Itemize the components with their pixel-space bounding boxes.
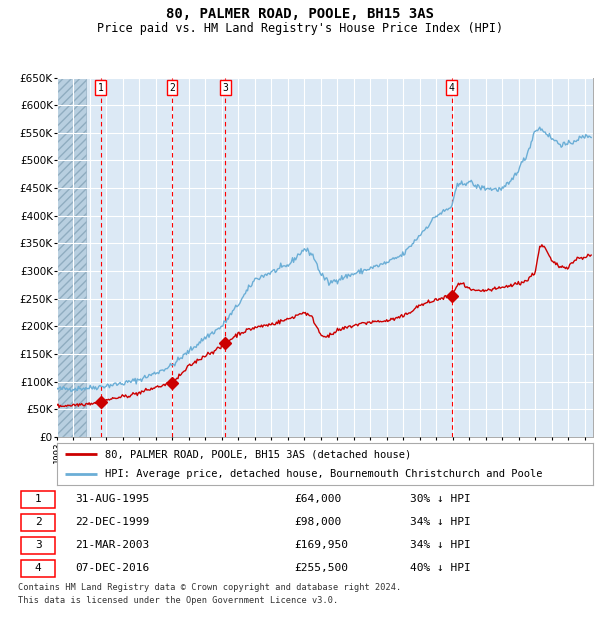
Text: 22-DEC-1999: 22-DEC-1999 (76, 517, 150, 528)
FancyBboxPatch shape (21, 536, 55, 554)
Text: 4: 4 (449, 83, 454, 93)
Text: 80, PALMER ROAD, POOLE, BH15 3AS: 80, PALMER ROAD, POOLE, BH15 3AS (166, 7, 434, 22)
Text: Contains HM Land Registry data © Crown copyright and database right 2024.: Contains HM Land Registry data © Crown c… (18, 583, 401, 592)
Text: £64,000: £64,000 (295, 494, 342, 505)
FancyBboxPatch shape (21, 490, 55, 508)
Text: 40% ↓ HPI: 40% ↓ HPI (410, 563, 470, 574)
Bar (57, 78, 86, 437)
Text: 3: 3 (35, 540, 41, 551)
Text: This data is licensed under the Open Government Licence v3.0.: This data is licensed under the Open Gov… (18, 596, 338, 606)
Text: £98,000: £98,000 (295, 517, 342, 528)
Text: £169,950: £169,950 (295, 540, 349, 551)
Text: 34% ↓ HPI: 34% ↓ HPI (410, 540, 470, 551)
Text: £255,500: £255,500 (295, 563, 349, 574)
Text: Price paid vs. HM Land Registry's House Price Index (HPI): Price paid vs. HM Land Registry's House … (97, 22, 503, 35)
FancyBboxPatch shape (21, 559, 55, 577)
Text: 3: 3 (223, 83, 229, 93)
Text: 31-AUG-1995: 31-AUG-1995 (76, 494, 150, 505)
Text: 80, PALMER ROAD, POOLE, BH15 3AS (detached house): 80, PALMER ROAD, POOLE, BH15 3AS (detach… (105, 449, 412, 459)
Text: 30% ↓ HPI: 30% ↓ HPI (410, 494, 470, 505)
Text: 4: 4 (35, 563, 41, 574)
Text: 1: 1 (35, 494, 41, 505)
Bar (57, 78, 86, 437)
Text: 1: 1 (98, 83, 104, 93)
Text: 2: 2 (35, 517, 41, 528)
Text: 34% ↓ HPI: 34% ↓ HPI (410, 517, 470, 528)
Text: 2: 2 (169, 83, 175, 93)
Text: 21-MAR-2003: 21-MAR-2003 (76, 540, 150, 551)
FancyBboxPatch shape (21, 513, 55, 531)
Text: 07-DEC-2016: 07-DEC-2016 (76, 563, 150, 574)
Text: HPI: Average price, detached house, Bournemouth Christchurch and Poole: HPI: Average price, detached house, Bour… (105, 469, 543, 479)
